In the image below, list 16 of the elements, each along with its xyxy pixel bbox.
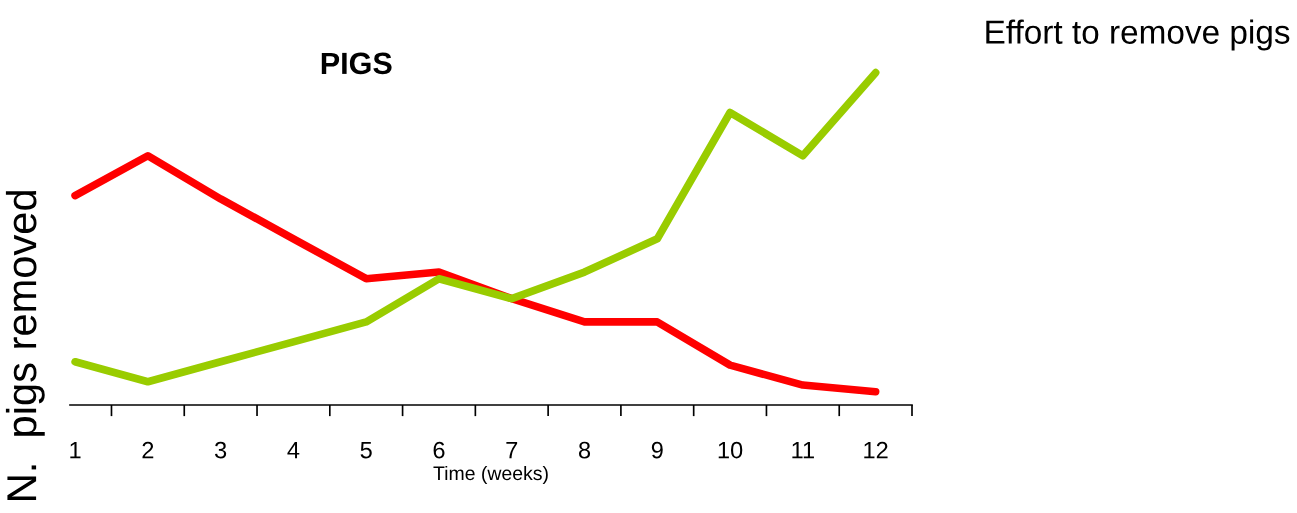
x-tick-label: 8 — [578, 441, 591, 459]
x-tick-label: 7 — [506, 441, 518, 459]
text: Effort to remove pigs — [986, 19, 1290, 51]
x-tick-label: 10 — [718, 441, 743, 459]
chart-title: PIGS — [321, 52, 392, 75]
x-tick-label: 2 — [142, 441, 154, 459]
x-tick-label: 11 — [792, 441, 814, 459]
x-tick-label: 3 — [214, 441, 227, 459]
x-tick-label: 1 — [70, 441, 81, 459]
x-tick-label: 9 — [651, 441, 663, 459]
x-tick-label: 6 — [433, 441, 445, 459]
y-axis-title: N. pigs removed — [5, 191, 45, 500]
x-tick-label: 5 — [360, 441, 372, 459]
x-tick-label: 12 — [864, 441, 888, 459]
x-tick-label: 4 — [287, 441, 300, 459]
x-axis-title: Time (weeks) — [433, 465, 548, 485]
